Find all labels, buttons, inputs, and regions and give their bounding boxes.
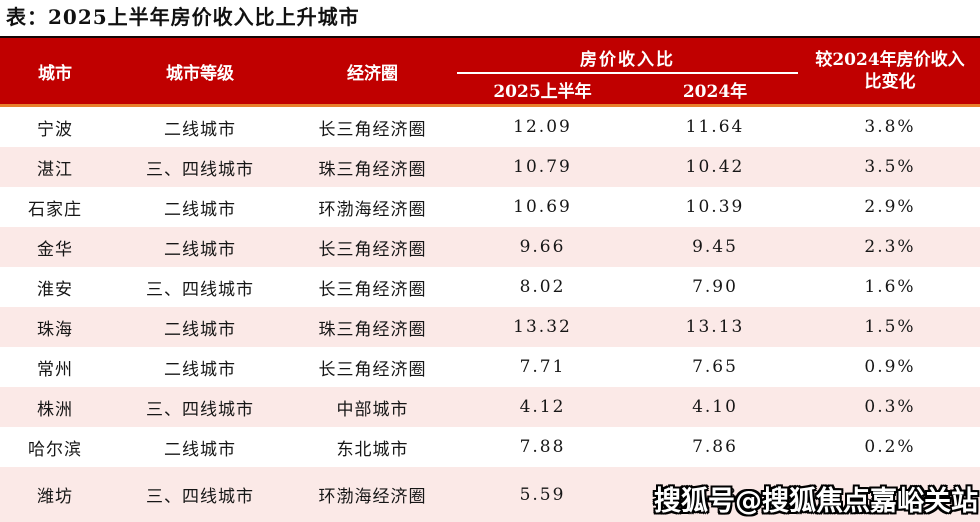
cell-change: 3.8% [864, 117, 916, 137]
header-ratio-group: 房价收入比 2025上半年 2024年 [455, 38, 800, 104]
cell-tier: 二线城市 [164, 239, 236, 260]
cell-ratio-2024: 11.64 [685, 117, 745, 137]
header-2024: 2024年 [682, 81, 748, 102]
cell-change: 0.2% [864, 484, 916, 505]
header-circle: 经济圈 [347, 63, 398, 84]
header-2025h1: 2025上半年 [493, 81, 592, 102]
cell-ratio-2024: 13.13 [685, 317, 745, 337]
cell-ratio-2025h1: 12.09 [513, 117, 572, 137]
cell-circle: 东北城市 [336, 439, 409, 460]
cell-ratio-2025h1: 8.02 [519, 277, 566, 297]
cell-ratio-2024: 7.86 [692, 437, 738, 457]
cell-circle: 长三角经济圈 [318, 239, 427, 260]
table-row: 石家庄 二线城市 环渤海经济圈 10.69 10.39 2.9% [0, 187, 980, 227]
cell-city: 潍坊 [37, 487, 73, 507]
header-change-line1: 较2024年房价收入 [815, 50, 965, 70]
table-title: 表：2025上半年房价收入比上升城市 [6, 5, 360, 29]
cell-change: 2.9% [864, 197, 916, 217]
header-ratio-group-underline [457, 72, 798, 74]
cell-tier: 二线城市 [164, 439, 236, 460]
cell-city: 石家庄 [28, 199, 82, 220]
cell-ratio-2024: 7.65 [692, 357, 738, 377]
cell-ratio-2024: 5.58 [692, 484, 738, 505]
cell-ratio-2024: 10.42 [685, 157, 745, 177]
header-orange-rule [0, 104, 980, 107]
table-row: 珠海 二线城市 珠三角经济圈 13.32 13.13 1.5% [0, 307, 980, 347]
cell-change: 1.6% [864, 277, 916, 297]
cell-tier: 三、四线城市 [146, 487, 254, 507]
header-change-line2: 比变化 [864, 72, 916, 92]
table-row: 宁波 二线城市 长三角经济圈 12.09 11.64 3.8% [0, 107, 980, 147]
cell-city: 株洲 [37, 399, 73, 420]
cell-ratio-2024: 9.45 [692, 237, 738, 257]
table-row: 株洲 三、四线城市 中部城市 4.12 4.10 0.3% [0, 387, 980, 427]
table-row: 潍坊 三、四线城市 环渤海经济圈 5.59 5.58 0.2% [0, 467, 980, 522]
header-top-rule [0, 36, 980, 38]
table-row: 淮安 三、四线城市 长三角经济圈 8.02 7.90 1.6% [0, 267, 980, 307]
cell-tier: 三、四线城市 [146, 399, 254, 420]
cell-circle: 长三角经济圈 [318, 119, 427, 140]
cell-circle: 环渤海经济圈 [318, 199, 427, 220]
header-ratio-subrow: 2025上半年 2024年 [455, 74, 800, 104]
cell-change: 2.3% [864, 237, 916, 257]
cell-ratio-2025h1: 5.59 [519, 484, 566, 505]
cell-change: 0.9% [864, 357, 916, 377]
cell-ratio-2024: 4.10 [692, 397, 738, 417]
cell-city: 哈尔滨 [28, 439, 82, 460]
cell-ratio-2025h1: 10.79 [513, 157, 572, 177]
cell-city: 金华 [37, 239, 73, 260]
cell-city: 淮安 [37, 279, 73, 300]
cell-tier: 二线城市 [164, 319, 236, 340]
table-row: 哈尔滨 二线城市 东北城市 7.88 7.86 0.2% [0, 427, 980, 467]
cell-city: 湛江 [37, 159, 73, 180]
cell-circle: 中部城市 [336, 399, 409, 420]
cell-tier: 二线城市 [164, 199, 236, 220]
table-row: 常州 二线城市 长三角经济圈 7.71 7.65 0.9% [0, 347, 980, 387]
cell-city: 珠海 [37, 319, 73, 340]
cell-ratio-2025h1: 7.71 [519, 357, 566, 377]
cell-ratio-2024: 10.39 [685, 197, 745, 217]
cell-tier: 三、四线城市 [146, 159, 254, 180]
cell-circle: 长三角经济圈 [318, 279, 427, 300]
cell-circle: 环渤海经济圈 [318, 487, 427, 507]
table-body: 宁波 二线城市 长三角经济圈 12.09 11.64 3.8% 湛江 三、四线城… [0, 107, 980, 522]
cell-ratio-2025h1: 4.12 [519, 397, 566, 417]
cell-ratio-2025h1: 9.66 [519, 237, 566, 257]
header-city: 城市 [38, 63, 72, 84]
cell-ratio-2024: 7.90 [692, 277, 738, 297]
cell-tier: 二线城市 [164, 359, 236, 380]
cell-tier: 三、四线城市 [146, 279, 254, 300]
cell-change: 0.3% [864, 397, 916, 417]
cell-ratio-2025h1: 13.32 [513, 317, 572, 337]
cell-circle: 珠三角经济圈 [318, 319, 427, 340]
header-ratio-group-label: 房价收入比 [580, 50, 675, 70]
cell-city: 常州 [37, 359, 73, 380]
cell-city: 宁波 [37, 119, 73, 140]
cell-ratio-2025h1: 7.88 [519, 437, 566, 457]
cell-change: 0.2% [864, 437, 916, 457]
cell-ratio-2025h1: 10.69 [513, 197, 572, 217]
cell-circle: 长三角经济圈 [318, 359, 427, 380]
table-row: 金华 二线城市 长三角经济圈 9.66 9.45 2.3% [0, 227, 980, 267]
header-tier: 城市等级 [166, 63, 234, 84]
header-change: 较2024年房价收入 比变化 [800, 38, 980, 104]
cell-tier: 二线城市 [164, 119, 236, 140]
cell-change: 1.5% [864, 317, 916, 337]
cell-change: 3.5% [864, 157, 916, 177]
cell-circle: 珠三角经济圈 [318, 159, 427, 180]
table-row: 湛江 三、四线城市 珠三角经济圈 10.79 10.42 3.5% [0, 147, 980, 187]
table-header: 城市 城市等级 经济圈 房价收入比 2025上半年 2024年 较2024年房价… [0, 38, 980, 104]
